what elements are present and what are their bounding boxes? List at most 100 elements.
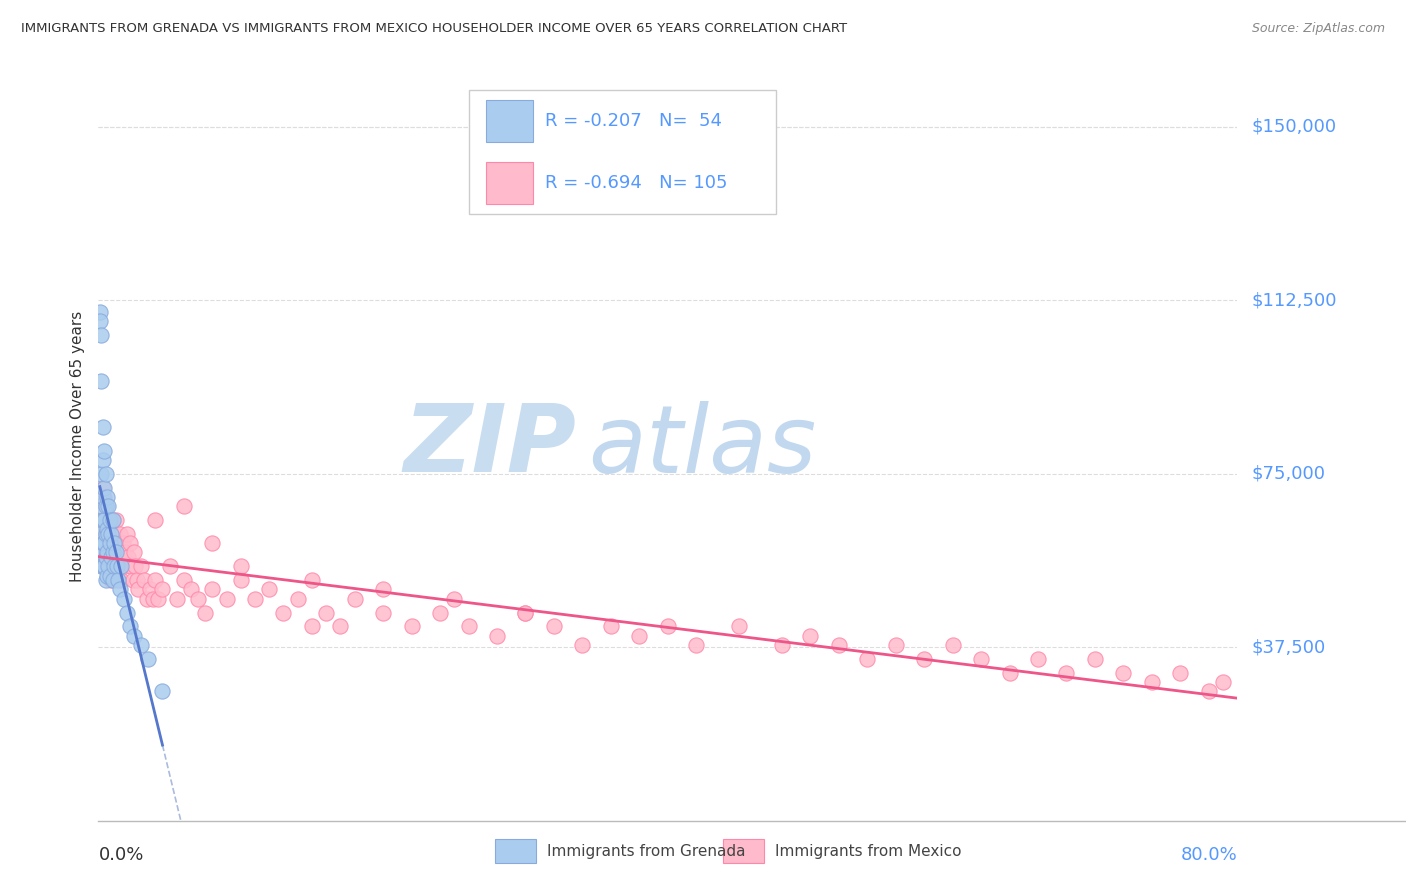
- Point: [96, 513, 118, 527]
- Point: [515, 606, 537, 620]
- Point: [94, 549, 117, 564]
- Point: [301, 619, 323, 633]
- Point: [94, 573, 117, 587]
- Point: [89, 545, 111, 559]
- Text: Source: ZipAtlas.com: Source: ZipAtlas.com: [1251, 22, 1385, 36]
- Point: [98, 513, 121, 527]
- Point: [141, 591, 163, 606]
- Point: [98, 568, 121, 582]
- Point: [108, 527, 131, 541]
- Point: [103, 549, 125, 564]
- Point: [166, 591, 188, 606]
- Text: $37,500: $37,500: [1251, 638, 1326, 657]
- Point: [159, 559, 181, 574]
- Point: [110, 559, 132, 574]
- Point: [287, 591, 309, 606]
- Point: [856, 652, 879, 666]
- Point: [98, 568, 121, 582]
- Point: [91, 513, 114, 527]
- Point: [91, 420, 114, 434]
- Point: [136, 652, 159, 666]
- Point: [120, 559, 142, 574]
- Point: [90, 374, 112, 388]
- Point: [103, 527, 125, 541]
- Point: [97, 555, 120, 569]
- Text: Immigrants from Grenada: Immigrants from Grenada: [547, 844, 745, 859]
- Point: [91, 490, 114, 504]
- Point: [201, 536, 224, 550]
- Point: [101, 545, 124, 559]
- Point: [229, 573, 252, 587]
- Point: [107, 573, 129, 587]
- Point: [970, 652, 993, 666]
- Point: [129, 638, 152, 652]
- Point: [104, 545, 127, 559]
- Point: [103, 559, 125, 574]
- Point: [100, 573, 122, 587]
- Text: 0.0%: 0.0%: [98, 846, 143, 863]
- Point: [998, 665, 1021, 680]
- Text: atlas: atlas: [588, 401, 817, 491]
- Point: [91, 513, 114, 527]
- Point: [96, 522, 118, 536]
- Point: [115, 606, 138, 620]
- Point: [108, 559, 131, 574]
- Point: [90, 467, 112, 481]
- Point: [97, 527, 120, 541]
- Point: [329, 619, 352, 633]
- Point: [101, 559, 124, 574]
- Point: [628, 629, 651, 643]
- Point: [108, 582, 131, 597]
- Point: [90, 559, 112, 574]
- Point: [1170, 665, 1192, 680]
- Point: [125, 573, 148, 587]
- Point: [884, 638, 907, 652]
- Point: [443, 591, 465, 606]
- Point: [103, 536, 125, 550]
- Point: [90, 499, 112, 513]
- Point: [145, 513, 167, 527]
- Point: [180, 582, 202, 597]
- Point: [104, 545, 127, 559]
- Point: [138, 582, 160, 597]
- Point: [148, 591, 170, 606]
- Point: [571, 638, 593, 652]
- FancyBboxPatch shape: [485, 162, 533, 204]
- Point: [215, 591, 238, 606]
- Point: [94, 499, 117, 513]
- Point: [187, 591, 209, 606]
- Point: [145, 573, 167, 587]
- FancyBboxPatch shape: [468, 90, 776, 214]
- Point: [101, 513, 124, 527]
- Point: [1198, 684, 1220, 698]
- Point: [101, 513, 124, 527]
- Point: [89, 314, 111, 328]
- Point: [515, 606, 537, 620]
- Point: [132, 573, 155, 587]
- Point: [98, 536, 121, 550]
- Point: [112, 591, 135, 606]
- Point: [229, 559, 252, 574]
- Point: [770, 638, 793, 652]
- Point: [93, 443, 115, 458]
- Point: [301, 573, 323, 587]
- FancyBboxPatch shape: [485, 100, 533, 142]
- Point: [96, 545, 118, 559]
- Point: [94, 499, 117, 513]
- Point: [100, 545, 122, 559]
- Point: [373, 582, 395, 597]
- Point: [97, 499, 120, 513]
- Point: [152, 684, 174, 698]
- Point: [96, 545, 118, 559]
- Point: [114, 545, 136, 559]
- Point: [135, 591, 157, 606]
- Point: [89, 527, 111, 541]
- Point: [685, 638, 707, 652]
- FancyBboxPatch shape: [723, 839, 763, 863]
- Point: [93, 490, 115, 504]
- Point: [91, 536, 114, 550]
- Point: [1026, 652, 1049, 666]
- Point: [124, 559, 146, 574]
- Point: [96, 568, 118, 582]
- Point: [93, 536, 115, 550]
